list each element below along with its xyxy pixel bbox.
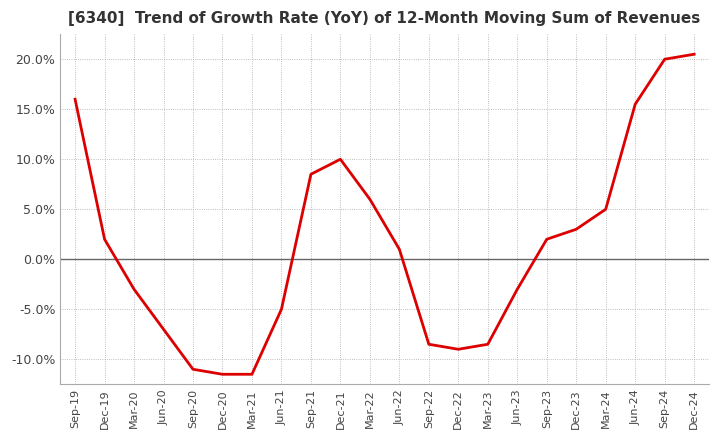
Title: [6340]  Trend of Growth Rate (YoY) of 12-Month Moving Sum of Revenues: [6340] Trend of Growth Rate (YoY) of 12-…: [68, 11, 701, 26]
